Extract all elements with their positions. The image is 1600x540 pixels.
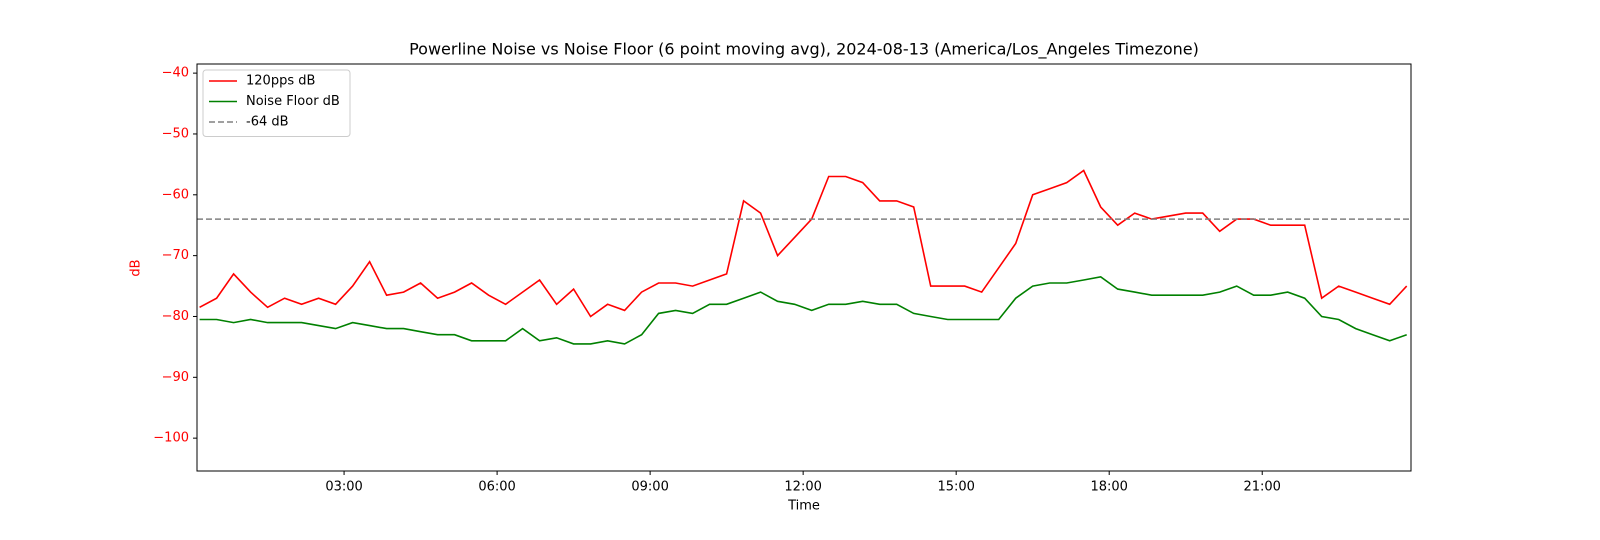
- y-axis-label: dB: [129, 259, 144, 276]
- legend-label: Noise Floor dB: [246, 94, 340, 109]
- legend-box: [202, 69, 351, 137]
- y-tick-label: −50: [162, 126, 189, 141]
- x-axis-label: Time: [787, 499, 820, 514]
- y-tick-label: −60: [162, 187, 189, 202]
- x-tick-label: 15:00: [937, 480, 974, 495]
- legend-label: 120pps dB: [246, 74, 315, 89]
- line-series: [199, 276, 1407, 345]
- y-tick-label: −90: [162, 370, 189, 385]
- legend-label: -64 dB: [246, 115, 289, 130]
- y-tick-label: −100: [153, 431, 189, 446]
- line-series: [199, 169, 1408, 318]
- x-tick-label: 03:00: [325, 480, 362, 495]
- x-tick-label: 18:00: [1090, 480, 1127, 495]
- x-tick-label: 09:00: [631, 480, 668, 495]
- y-tick-label: −80: [162, 309, 189, 324]
- x-tick-label: 12:00: [784, 480, 821, 495]
- plot-frame: [196, 63, 1412, 472]
- y-tick-label: −40: [162, 66, 189, 81]
- x-tick-label: 21:00: [1243, 480, 1280, 495]
- chart-title: Powerline Noise vs Noise Floor (6 point …: [409, 40, 1199, 60]
- x-tick-label: 06:00: [478, 480, 515, 495]
- y-tick-label: −70: [162, 248, 189, 263]
